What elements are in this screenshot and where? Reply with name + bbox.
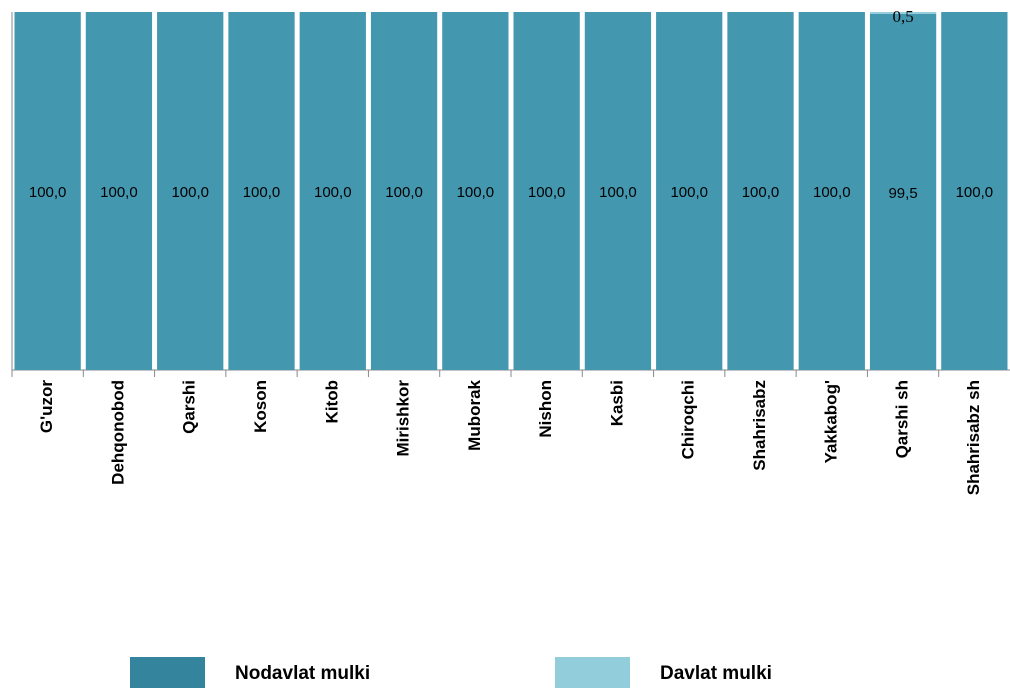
x-tick-label: Kitob [322,380,341,423]
x-tick-label: Mirishkor [394,380,413,457]
bar-segment [442,12,509,370]
legend-label: Davlat mulki [660,663,772,684]
value-label: 0,5 [892,7,913,26]
x-tick-label: Nishon [536,380,555,438]
x-tick-label: Shahrisabz [750,380,769,471]
legend-swatch [555,657,630,688]
value-label: 100,0 [457,184,495,201]
x-tick-label: Chiroqchi [679,380,698,459]
legend-swatch [130,657,205,688]
bar-segment [14,12,81,370]
x-tick-label: Shahrisabz sh [964,380,983,495]
bar-segment [941,12,1008,370]
bar-segment [798,12,865,370]
bar-segment [584,12,652,370]
legend-label: Nodavlat mulki [235,663,370,684]
x-tick-label: G'uzor [37,380,56,434]
bar-segment [513,12,580,370]
bar-segment [157,12,224,370]
x-tick-label: Kasbi [607,380,626,426]
value-label: 100,0 [742,184,780,201]
x-tick-label: Dehqonobod [108,380,127,485]
value-label: 100,0 [528,184,566,201]
bar-segment [85,12,153,370]
bar-segment [869,13,937,370]
bar-segment [727,12,794,370]
value-label: 100,0 [171,184,209,201]
value-label: 100,0 [314,184,352,201]
x-tick-label: Qarshi sh [893,380,912,458]
value-label: 100,0 [813,184,851,201]
x-tick-label: Koson [251,380,270,433]
bar-segment [656,12,723,370]
value-label: 100,0 [670,184,708,201]
value-label: 100,0 [385,184,423,201]
value-label: 100,0 [243,184,281,201]
bar-segment [299,12,366,370]
x-tick-label: Muborak [465,379,484,450]
bar-segment [370,12,438,370]
value-label: 100,0 [956,184,994,201]
x-tick-label: Qarshi [180,380,199,434]
bar-segment [869,12,937,14]
x-tick-label: Yakkabog' [821,380,840,463]
value-label: 100,0 [29,184,67,201]
value-label: 100,0 [599,184,637,201]
value-label: 100,0 [100,184,138,201]
bar-segment [228,12,295,370]
value-label: 99,5 [888,185,917,202]
